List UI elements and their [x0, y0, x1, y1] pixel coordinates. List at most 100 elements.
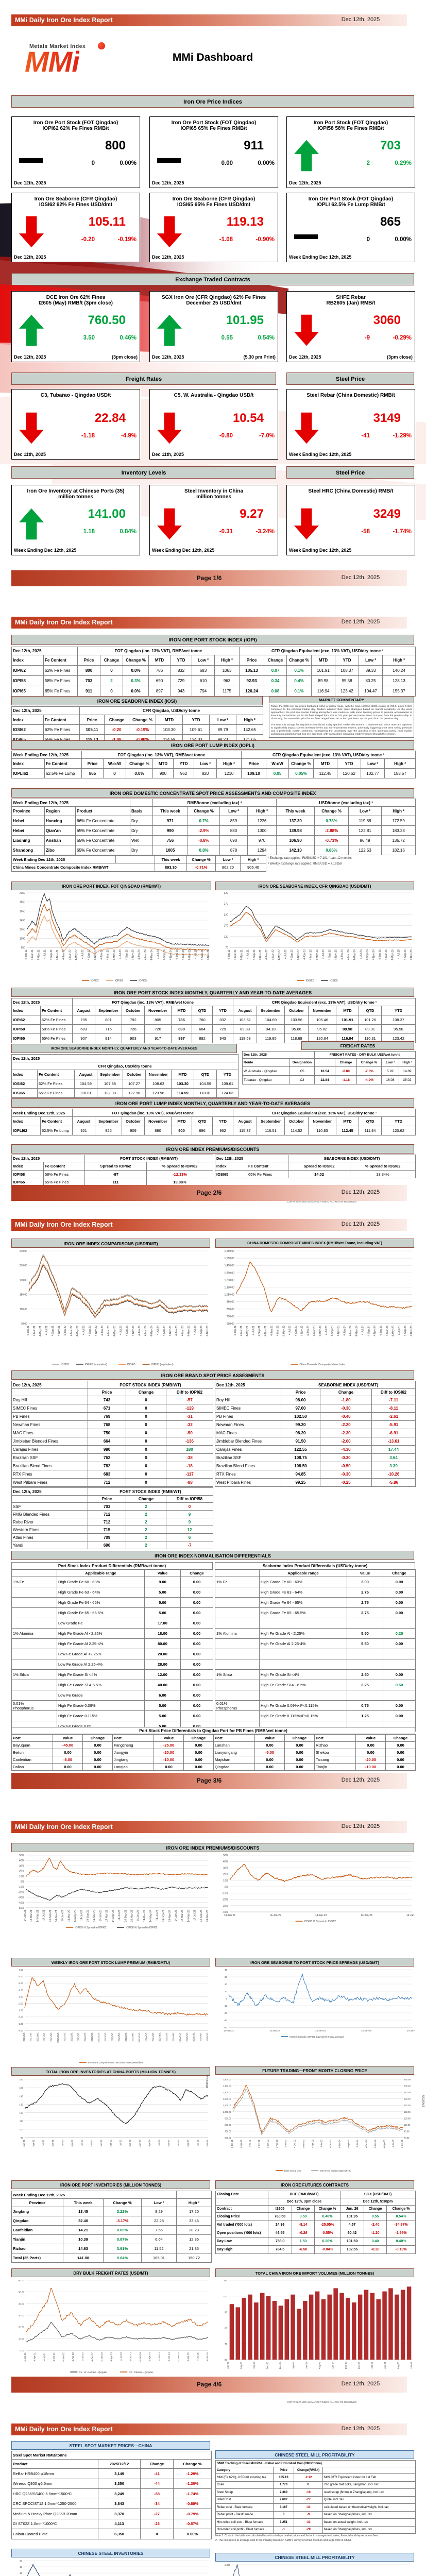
- svg-text:4-Jan-23: 4-Jan-23: [303, 950, 306, 960]
- svg-text:4-Jul-24: 4-Jul-24: [157, 1326, 160, 1335]
- svg-text:4-May-21: 4-May-21: [37, 950, 40, 960]
- svg-text:-30: -30: [224, 2019, 227, 2022]
- svg-text:2025/1/1: 2025/1/1: [185, 2032, 188, 2042]
- svg-text:4-May-22: 4-May-22: [278, 950, 281, 960]
- svg-text:1,100.00: 1,100.00: [223, 2104, 232, 2107]
- svg-text:4-Apr-25: 4-Apr-25: [383, 2139, 385, 2148]
- svg-text:-50%: -50%: [18, 1907, 24, 1910]
- svg-text:-10: -10: [224, 2005, 227, 2007]
- svg-text:4-Jan-23: 4-Jan-23: [307, 1326, 310, 1336]
- svg-text:IOSI62 Spread to IOPI62 Equiva: IOSI62 Spread to IOPI62 Equivalent (5-da…: [289, 2036, 344, 2038]
- svg-text:14-Jan-24: 14-Jan-24: [137, 1910, 140, 1922]
- svg-text:4-Apr-21: 4-Apr-21: [33, 2352, 36, 2362]
- svg-text:4-Oct-22: 4-Oct-22: [91, 2352, 93, 2362]
- svg-text:4-Sep-23: 4-Sep-23: [126, 1326, 129, 1336]
- svg-text:90.00: 90.00: [404, 2130, 410, 2132]
- svg-text:Dec-24: Dec-24: [345, 2362, 347, 2369]
- svg-text:Jul-23: Jul-23: [119, 2140, 122, 2146]
- svg-text:Feb-24: Feb-24: [279, 2362, 282, 2369]
- svg-text:4-Jan-23: 4-Jan-23: [101, 1326, 104, 1336]
- svg-text:Jan-21: Jan-21: [23, 2140, 25, 2147]
- svg-text:4-Mar-23: 4-Mar-23: [310, 950, 313, 960]
- svg-text:2023/3/1: 2023/3/1: [111, 2032, 113, 2042]
- svg-text:110: 110: [224, 2279, 228, 2282]
- svg-text:1,300.00: 1,300.00: [223, 2091, 232, 2094]
- svg-text:4-Jul-25: 4-Jul-25: [398, 1326, 401, 1335]
- svg-text:Oct-25: Oct-25: [206, 2140, 209, 2147]
- svg-text:4-Jan-22: 4-Jan-22: [62, 2352, 65, 2362]
- svg-text:140: 140: [19, 2095, 23, 2097]
- svg-text:190.00: 190.00: [20, 1279, 28, 1282]
- svg-text:4-Nov-22: 4-Nov-22: [301, 1326, 304, 1336]
- svg-text:70.00: 70.00: [21, 1323, 27, 1326]
- svg-text:4-Sep-24: 4-Sep-24: [366, 950, 369, 960]
- svg-text:4-Jul-23: 4-Jul-23: [322, 950, 325, 959]
- svg-text:2024/5/1: 2024/5/1: [159, 2032, 161, 2042]
- svg-text:4-Sep-24: 4-Sep-24: [163, 950, 166, 960]
- svg-text:4-Mar-23: 4-Mar-23: [107, 950, 110, 960]
- svg-text:14-Jan-23: 14-Jan-23: [315, 2029, 326, 2032]
- svg-text:Jan-23: Jan-23: [100, 2140, 103, 2147]
- svg-text:C5 - W. Australia - Qingdao: C5 - W. Australia - Qingdao: [79, 2371, 107, 2374]
- svg-text:4-Jan-22: 4-Jan-22: [265, 950, 268, 960]
- svg-text:210.00: 210.00: [404, 2091, 411, 2094]
- svg-text:4-Mar-25: 4-Mar-25: [385, 950, 388, 960]
- svg-text:4-Nov-23: 4-Nov-23: [132, 950, 135, 960]
- svg-text:Oct-21: Oct-21: [52, 2140, 54, 2147]
- svg-text:4-Sep-23: 4-Sep-23: [328, 950, 331, 960]
- svg-text:4-Jan-22: 4-Jan-22: [64, 1326, 67, 1336]
- svg-text:2021/11/1: 2021/11/1: [57, 2032, 59, 2043]
- svg-text:4-Oct-23: 4-Oct-23: [329, 2139, 332, 2148]
- svg-text:4-Nov-23: 4-Nov-23: [132, 1326, 135, 1336]
- svg-text:4-Sep-25: 4-Sep-25: [404, 1326, 407, 1336]
- svg-text:2022/5/1: 2022/5/1: [77, 2032, 80, 2042]
- svg-text:-10%: -10%: [222, 1892, 228, 1895]
- svg-text:Oct-23: Oct-23: [129, 2140, 131, 2147]
- svg-text:4-Sep-21: 4-Sep-21: [52, 1326, 55, 1336]
- svg-text:14-Sep-23: 14-Sep-23: [124, 1910, 127, 1922]
- svg-text:1,300: 1,300: [225, 2564, 231, 2566]
- svg-text:2025/7/1: 2025/7/1: [206, 2032, 209, 2042]
- svg-text:4-May-23: 4-May-23: [113, 1326, 116, 1336]
- svg-text:4-May-24: 4-May-24: [150, 1326, 154, 1336]
- svg-text:4-Mar-23: 4-Mar-23: [313, 1326, 316, 1336]
- svg-text:70: 70: [225, 946, 228, 950]
- svg-text:2021/5/1: 2021/5/1: [36, 2032, 39, 2042]
- svg-text:4-May-25: 4-May-25: [188, 950, 191, 960]
- svg-text:SGX Front Month 5.30pm (RHS): SGX Front Month 5.30pm (RHS): [320, 2170, 351, 2172]
- svg-text:14-Mar-23: 14-Mar-23: [106, 1910, 109, 1922]
- svg-text:14-Jul-22: 14-Jul-22: [80, 1910, 83, 1921]
- svg-text:14-Jan-22: 14-Jan-22: [269, 2029, 280, 2032]
- svg-text:130: 130: [19, 2103, 23, 2106]
- svg-text:110.00: 110.00: [20, 1308, 27, 1311]
- svg-text:4-Jan-24: 4-Jan-24: [138, 1326, 141, 1336]
- svg-text:2024/9/1: 2024/9/1: [172, 2032, 175, 2042]
- svg-text:4-Jul-23: 4-Jul-23: [325, 1326, 328, 1335]
- svg-text:160: 160: [19, 2078, 23, 2081]
- svg-text:4-Jul-21: 4-Jul-21: [45, 1326, 48, 1335]
- svg-text:14-Nov-21: 14-Nov-21: [55, 1910, 58, 1922]
- svg-text:14-May-21: 14-May-21: [36, 1910, 39, 1922]
- svg-text:Apr-24: Apr-24: [148, 2140, 151, 2147]
- svg-text:4-Jul-23: 4-Jul-23: [120, 2352, 122, 2361]
- svg-text:90: 90: [225, 2311, 228, 2314]
- svg-text:14-Jan-21: 14-Jan-21: [224, 1914, 236, 1917]
- svg-text:4-Jul-25: 4-Jul-25: [392, 2139, 395, 2147]
- svg-text:4-Sep-23: 4-Sep-23: [331, 1326, 334, 1336]
- svg-text:2024/3/1: 2024/3/1: [152, 2032, 155, 2042]
- svg-text:IOSI65: IOSI65: [330, 979, 338, 982]
- svg-text:20: 20: [225, 1983, 228, 1986]
- svg-text:2022/11/1: 2022/11/1: [97, 2032, 100, 2043]
- svg-text:IOPI65 (equivalent): IOPI65 (equivalent): [151, 1363, 174, 1366]
- svg-text:750.00: 750.00: [227, 1315, 235, 1318]
- svg-text:2023/5/1: 2023/5/1: [118, 2032, 121, 2042]
- svg-text:4-Mar-21: 4-Mar-21: [33, 1326, 36, 1336]
- svg-text:4-Mar-25: 4-Mar-25: [181, 1326, 184, 1336]
- svg-text:14-Mar-25: 14-Mar-25: [181, 1910, 184, 1922]
- svg-text:30%: 30%: [19, 1865, 25, 1868]
- svg-text:800.00: 800.00: [225, 2124, 231, 2126]
- svg-text:4-Jul-22: 4-Jul-22: [81, 950, 84, 959]
- svg-text:2021/1/1: 2021/1/1: [23, 2032, 25, 2042]
- svg-text:4-Oct-25: 4-Oct-25: [206, 2352, 209, 2362]
- svg-text:Jul-21: Jul-21: [42, 2140, 45, 2146]
